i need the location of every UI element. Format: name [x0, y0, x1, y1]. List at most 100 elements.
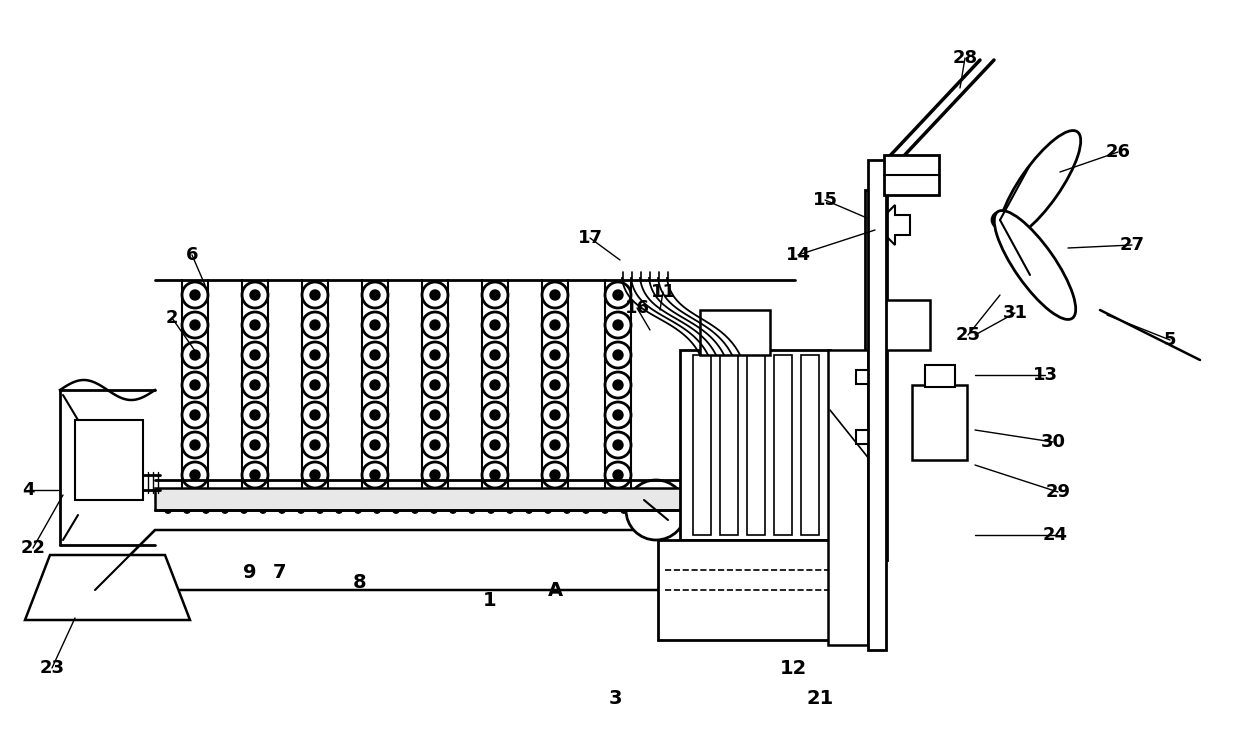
- Circle shape: [316, 498, 324, 504]
- Circle shape: [487, 507, 495, 513]
- Circle shape: [373, 489, 381, 496]
- Polygon shape: [95, 530, 856, 590]
- Circle shape: [412, 489, 418, 496]
- Circle shape: [482, 432, 508, 458]
- Circle shape: [165, 507, 171, 513]
- Circle shape: [242, 282, 268, 308]
- Circle shape: [336, 507, 342, 513]
- Circle shape: [613, 320, 622, 330]
- Circle shape: [564, 489, 570, 496]
- Circle shape: [303, 282, 329, 308]
- Circle shape: [373, 498, 381, 504]
- Circle shape: [241, 489, 247, 496]
- Circle shape: [190, 350, 200, 360]
- Text: 8: 8: [353, 572, 367, 591]
- Text: 29: 29: [1045, 483, 1070, 501]
- Circle shape: [370, 380, 379, 390]
- Bar: [658, 540, 853, 640]
- Circle shape: [355, 489, 361, 496]
- Circle shape: [613, 350, 622, 360]
- Circle shape: [715, 489, 722, 496]
- Circle shape: [303, 342, 329, 368]
- Circle shape: [430, 507, 438, 513]
- Circle shape: [184, 489, 190, 496]
- Circle shape: [250, 320, 260, 330]
- Circle shape: [182, 462, 208, 488]
- Circle shape: [303, 402, 329, 428]
- Circle shape: [260, 489, 267, 496]
- Circle shape: [583, 507, 589, 513]
- Circle shape: [250, 470, 260, 480]
- Bar: [925, 365, 955, 387]
- Circle shape: [242, 462, 268, 488]
- Circle shape: [542, 282, 568, 308]
- Circle shape: [697, 507, 703, 513]
- Text: A: A: [547, 580, 563, 600]
- Circle shape: [279, 498, 285, 504]
- Circle shape: [482, 312, 508, 338]
- Bar: [828, 350, 868, 645]
- Circle shape: [482, 402, 508, 428]
- Circle shape: [605, 402, 631, 428]
- Circle shape: [298, 507, 304, 513]
- Circle shape: [165, 498, 171, 504]
- Circle shape: [613, 290, 622, 300]
- Circle shape: [190, 470, 200, 480]
- Text: 12: 12: [780, 658, 807, 678]
- Circle shape: [316, 489, 324, 496]
- Circle shape: [613, 440, 622, 450]
- Circle shape: [310, 440, 320, 450]
- Text: 24: 24: [1043, 526, 1068, 544]
- Circle shape: [303, 462, 329, 488]
- Circle shape: [658, 498, 665, 504]
- Text: 9: 9: [243, 562, 257, 582]
- Circle shape: [430, 440, 440, 450]
- Circle shape: [542, 432, 568, 458]
- Circle shape: [605, 432, 631, 458]
- Circle shape: [992, 212, 1008, 228]
- Circle shape: [482, 462, 508, 488]
- Circle shape: [727, 587, 763, 623]
- Circle shape: [430, 320, 440, 330]
- Circle shape: [605, 372, 631, 398]
- Circle shape: [526, 498, 532, 504]
- Circle shape: [182, 342, 208, 368]
- Circle shape: [203, 498, 210, 504]
- Bar: [680, 350, 830, 540]
- Circle shape: [715, 498, 722, 504]
- Polygon shape: [875, 205, 910, 245]
- Circle shape: [430, 350, 440, 360]
- Circle shape: [165, 489, 171, 496]
- Circle shape: [310, 410, 320, 420]
- Circle shape: [279, 507, 285, 513]
- Circle shape: [182, 312, 208, 338]
- Circle shape: [250, 410, 260, 420]
- Bar: [868, 160, 887, 650]
- Circle shape: [605, 342, 631, 368]
- Circle shape: [542, 342, 568, 368]
- Bar: [866, 190, 887, 560]
- Circle shape: [613, 470, 622, 480]
- Circle shape: [362, 432, 388, 458]
- Bar: [856, 370, 870, 384]
- Circle shape: [773, 498, 779, 504]
- Circle shape: [490, 320, 500, 330]
- Circle shape: [355, 507, 361, 513]
- Text: 11: 11: [651, 283, 676, 301]
- Circle shape: [393, 507, 399, 513]
- Bar: [884, 155, 939, 195]
- Circle shape: [621, 507, 627, 513]
- Text: 7: 7: [273, 562, 286, 582]
- Circle shape: [601, 498, 608, 504]
- Circle shape: [362, 372, 388, 398]
- Circle shape: [715, 507, 722, 513]
- Circle shape: [370, 320, 379, 330]
- Text: 28: 28: [952, 49, 977, 67]
- Circle shape: [490, 440, 500, 450]
- Circle shape: [260, 498, 267, 504]
- Text: 14: 14: [785, 246, 811, 264]
- Circle shape: [754, 498, 760, 504]
- Circle shape: [542, 372, 568, 398]
- Circle shape: [355, 498, 361, 504]
- Circle shape: [613, 410, 622, 420]
